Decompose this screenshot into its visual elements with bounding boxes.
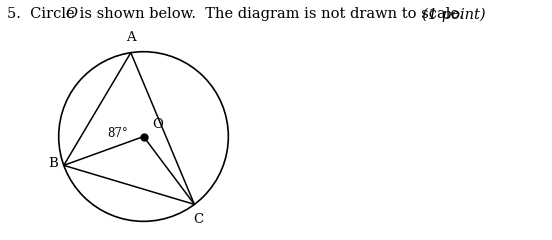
Text: C: C: [194, 213, 204, 226]
Text: B: B: [48, 157, 58, 170]
Text: O: O: [65, 7, 77, 21]
Text: (1 point): (1 point): [413, 7, 486, 22]
Text: O: O: [152, 118, 163, 132]
Text: A: A: [126, 31, 136, 44]
Text: is shown below.  The diagram is not drawn to scale.: is shown below. The diagram is not drawn…: [75, 7, 463, 21]
Text: 87°: 87°: [108, 127, 128, 140]
Text: 5.  Circle: 5. Circle: [7, 7, 79, 21]
